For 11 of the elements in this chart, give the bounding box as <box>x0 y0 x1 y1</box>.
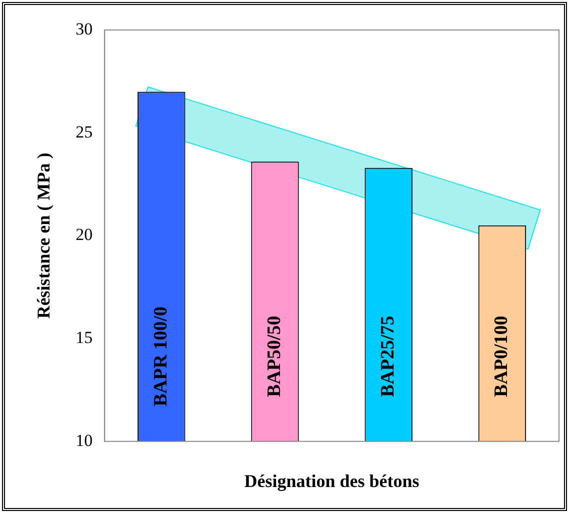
y-tick-label: 15 <box>76 328 93 348</box>
x-tick-label: BAPR 100/0 <box>150 306 172 406</box>
y-axis-title: Résistance en ( MPa ) <box>33 152 54 319</box>
y-tick-label: 20 <box>76 225 93 244</box>
y-tick-label: 25 <box>76 122 93 142</box>
x-axis-title: Désignation des bétons <box>244 470 420 491</box>
y-tick-label: 10 <box>76 430 93 450</box>
y-tick-label: 30 <box>76 19 93 38</box>
x-tick-label: BAP25/75 <box>378 316 399 398</box>
x-tick-label: BAP50/50 <box>264 316 285 398</box>
x-tick-label: BAP0/100 <box>491 316 512 398</box>
